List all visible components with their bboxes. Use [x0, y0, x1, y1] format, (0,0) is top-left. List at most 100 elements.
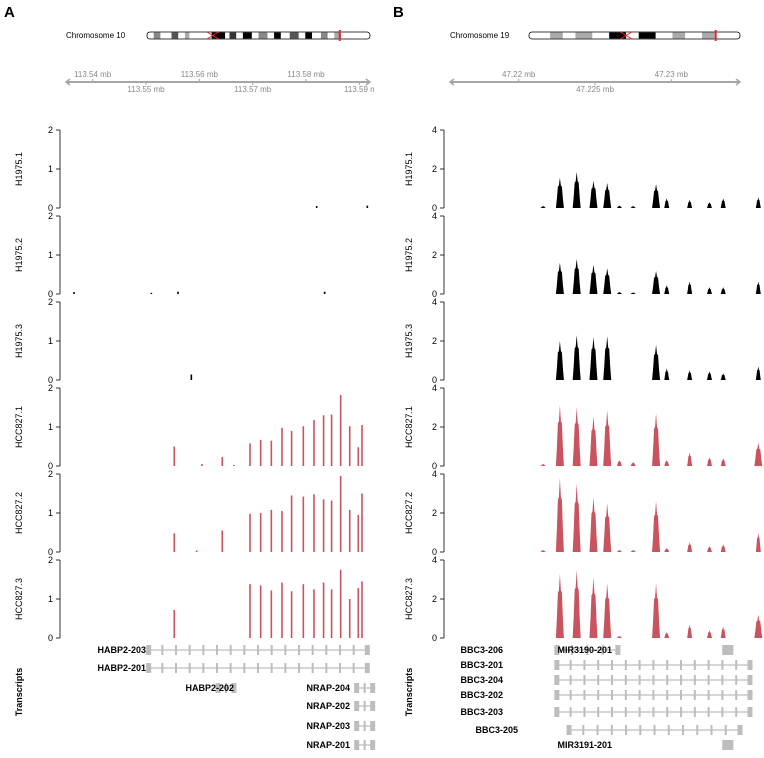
transcript-exon — [354, 701, 360, 711]
transcript-exon — [652, 675, 655, 685]
y-tick-label: 0 — [432, 375, 437, 385]
signal-peak — [201, 464, 203, 466]
transcript-exon — [638, 707, 641, 717]
y-tick-label: 0 — [432, 633, 437, 643]
transcript-exon — [363, 721, 366, 731]
ideogram-band — [258, 32, 268, 39]
axis-arrow-left — [448, 78, 455, 86]
transcript-exon — [611, 707, 614, 717]
signal-peak — [221, 457, 224, 466]
panel-b-letter: B — [393, 4, 404, 21]
signal-peak — [221, 530, 224, 552]
transcript-exon — [667, 725, 670, 735]
transcript-exon — [202, 645, 205, 655]
transcript-exon — [554, 660, 560, 670]
transcript-exon — [735, 707, 738, 717]
y-tick-label: 4 — [432, 297, 437, 307]
y-tick-label: 0 — [432, 203, 437, 213]
signal-peak — [73, 292, 75, 294]
signal-peak — [720, 458, 726, 466]
ideogram-band — [702, 32, 715, 39]
signal-peak — [249, 513, 251, 552]
signal-peak — [687, 624, 693, 638]
y-tick-label: 2 — [48, 125, 53, 135]
signal-peak — [630, 550, 636, 552]
transcript-exon — [693, 707, 696, 717]
signal-peak — [290, 430, 293, 466]
signal-peak — [348, 426, 351, 466]
transcript-exon — [728, 740, 734, 750]
transcript-exon — [566, 725, 572, 735]
track-name-label: H1975.1 — [14, 152, 24, 186]
transcript-exon — [652, 660, 655, 670]
y-tick-label: 2 — [48, 297, 53, 307]
transcript-exon — [339, 663, 341, 673]
signal-peak — [687, 542, 693, 552]
panel-a-transcripts: Transcripts HABP2-203 HABP2-201 HABP2-202 NR… — [14, 645, 376, 750]
transcript-exon — [571, 645, 574, 655]
transcript-exon — [721, 690, 724, 700]
y-tick-label: 0 — [48, 547, 53, 557]
transcript-exon — [298, 645, 300, 655]
signal-peak — [281, 582, 283, 638]
transcript-exon — [583, 690, 586, 700]
panel-b-chromosome-label: Chromosome 19 — [450, 31, 510, 40]
signal-peak — [572, 335, 581, 380]
transcript-exon — [257, 645, 259, 655]
signal-peak — [357, 588, 360, 638]
transcript-exon — [370, 740, 376, 750]
transcript-exon — [737, 725, 743, 735]
transcript-exon — [554, 707, 560, 717]
y-tick-label: 0 — [48, 633, 53, 643]
panel-b-ideogram — [528, 30, 741, 41]
transcript-label: MIR3191-201 — [557, 740, 612, 750]
signal-peak — [755, 197, 761, 208]
track-name-label: H1975.3 — [404, 324, 414, 358]
transcript-exon — [652, 690, 655, 700]
signal-peak — [603, 410, 612, 466]
ideogram-band — [171, 32, 179, 39]
signal-peak — [572, 407, 581, 466]
signal-peak — [339, 395, 342, 466]
y-tick-label: 2 — [48, 469, 53, 479]
panel-b-genome-axis: 47.22 mb 47.23 mb 47.225 mb — [448, 70, 742, 94]
transcript-exon — [707, 675, 710, 685]
ideogram-band — [229, 32, 237, 39]
signal-peak — [664, 368, 670, 380]
transcript-exon — [666, 707, 669, 717]
ideogram-band — [153, 32, 161, 39]
transcript-exon — [597, 707, 600, 717]
signal-peak — [302, 496, 305, 552]
transcript-NRAP-201: NRAP-201 — [306, 740, 376, 750]
transcripts-title: Transcripts — [404, 668, 414, 717]
signal-peak — [603, 183, 612, 208]
signal-peak — [652, 501, 661, 552]
transcript-label: BBC3-204 — [460, 675, 503, 685]
transcript-exon — [735, 675, 738, 685]
transcript-exon — [363, 683, 366, 693]
signal-peak — [555, 477, 564, 552]
transcript-exon — [583, 707, 586, 717]
signal-peak — [706, 630, 712, 638]
signal-peak — [664, 460, 670, 466]
ideogram-band — [274, 32, 281, 39]
transcript-exon — [638, 675, 641, 685]
panel-a-letter: A — [4, 4, 15, 21]
axis-tick-label: 113.56 mb — [181, 70, 219, 79]
y-tick-label: 0 — [48, 203, 53, 213]
ideogram-band — [575, 32, 593, 39]
panel-a-ideogram — [146, 30, 371, 41]
track-HCC827.2: 0 2 4 HCC827.2 — [404, 469, 761, 557]
transcript-exon — [601, 645, 604, 655]
transcript-exon — [638, 690, 641, 700]
transcript-exon — [707, 690, 710, 700]
signal-peak — [630, 462, 636, 466]
signal-peak — [664, 285, 670, 294]
transcript-exon — [624, 675, 627, 685]
transcript-exon — [722, 740, 728, 750]
y-tick-label: 2 — [432, 422, 437, 432]
transcript-exon — [596, 725, 599, 735]
transcript-MIR3191-201: MIR3191-201 — [557, 740, 734, 750]
transcript-exon — [586, 645, 589, 655]
region-marker — [338, 30, 341, 41]
